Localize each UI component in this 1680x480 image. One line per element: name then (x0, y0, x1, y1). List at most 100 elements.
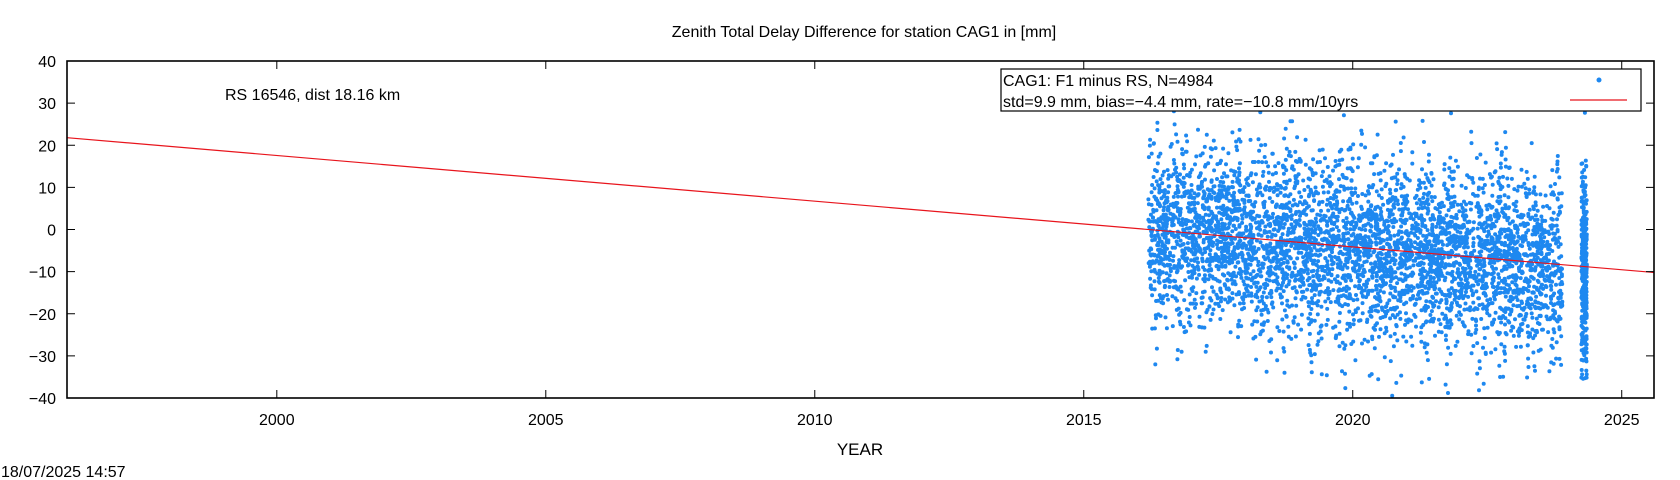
data-point (1305, 287, 1310, 292)
data-point (1230, 185, 1235, 190)
data-point (1232, 303, 1237, 308)
data-point (1312, 352, 1317, 357)
data-point (1306, 194, 1311, 199)
data-point (1150, 238, 1155, 243)
data-point (1542, 235, 1547, 240)
data-point (1168, 202, 1173, 207)
data-point (1203, 349, 1208, 354)
data-point (1241, 301, 1246, 306)
data-point (1370, 161, 1375, 166)
data-point (1431, 276, 1436, 280)
data-point (1421, 180, 1426, 185)
data-point (1455, 339, 1460, 344)
data-point (1428, 319, 1432, 324)
data-point (1282, 308, 1287, 313)
data-point (1502, 344, 1507, 349)
data-point (1301, 280, 1305, 285)
data-point (1437, 214, 1442, 219)
data-point (1468, 207, 1473, 212)
data-point (1549, 297, 1554, 301)
data-point (1241, 279, 1246, 284)
data-point (1150, 215, 1155, 220)
data-point (1186, 246, 1191, 251)
data-point (1421, 242, 1426, 247)
data-point (1416, 284, 1421, 289)
data-point (1162, 188, 1167, 193)
data-point (1208, 154, 1213, 159)
data-point (1471, 226, 1476, 231)
data-point (1557, 235, 1562, 240)
data-point (1255, 280, 1260, 285)
data-point (1523, 314, 1528, 319)
data-point (1419, 213, 1424, 218)
data-point (1450, 183, 1455, 188)
data-point (1174, 132, 1179, 137)
data-point (1351, 322, 1356, 327)
data-point (1478, 152, 1483, 157)
data-point (1518, 344, 1523, 349)
data-point (1200, 290, 1205, 295)
data-point (1294, 219, 1299, 223)
data-point (1560, 303, 1565, 308)
data-point (1492, 317, 1497, 322)
data-point (1240, 295, 1245, 300)
data-point (1164, 278, 1169, 283)
data-point (1401, 201, 1405, 206)
data-point (1481, 345, 1485, 350)
data-point (1380, 238, 1385, 242)
data-point (1269, 259, 1274, 264)
data-point (1302, 188, 1307, 192)
data-point (1235, 260, 1240, 265)
data-point (1254, 273, 1259, 278)
data-point (1217, 279, 1222, 284)
data-point (1362, 260, 1367, 265)
data-point (1341, 199, 1346, 204)
data-point (1305, 223, 1310, 228)
data-point (1425, 228, 1430, 233)
data-point (1346, 250, 1351, 255)
data-point (1389, 162, 1394, 167)
data-point (1580, 268, 1585, 272)
data-point (1275, 325, 1280, 330)
data-point (1201, 265, 1206, 270)
data-point (1160, 173, 1165, 178)
data-point (1506, 215, 1511, 220)
data-point (1453, 343, 1458, 348)
data-point (1207, 213, 1211, 218)
data-point (1378, 178, 1383, 183)
data-point (1333, 324, 1338, 329)
data-point (1285, 218, 1289, 223)
data-point (1455, 229, 1460, 234)
data-point (1512, 208, 1517, 213)
data-point (1527, 191, 1532, 196)
data-point (1538, 227, 1543, 232)
data-point (1421, 261, 1426, 266)
data-point (1164, 326, 1169, 331)
data-point (1254, 284, 1259, 289)
data-point (1162, 169, 1166, 174)
data-point (1481, 381, 1486, 386)
data-point (1433, 206, 1438, 211)
data-point (1514, 261, 1519, 266)
data-point (1219, 245, 1224, 250)
data-point (1462, 245, 1466, 250)
data-point (1168, 269, 1173, 274)
data-point (1583, 341, 1587, 346)
data-point (1154, 196, 1159, 201)
data-point (1171, 158, 1176, 162)
data-point (1225, 277, 1230, 282)
data-point (1442, 167, 1447, 172)
data-point (1497, 175, 1502, 180)
data-point (1350, 156, 1355, 161)
data-point (1406, 237, 1411, 242)
data-point (1376, 258, 1381, 263)
data-point (1311, 157, 1316, 162)
data-point (1217, 239, 1222, 244)
data-point (1265, 243, 1269, 248)
data-point (1252, 281, 1257, 286)
data-point (1436, 274, 1440, 279)
data-point (1482, 326, 1487, 331)
data-point (1355, 275, 1360, 280)
data-point (1410, 150, 1415, 155)
data-point (1163, 250, 1167, 255)
